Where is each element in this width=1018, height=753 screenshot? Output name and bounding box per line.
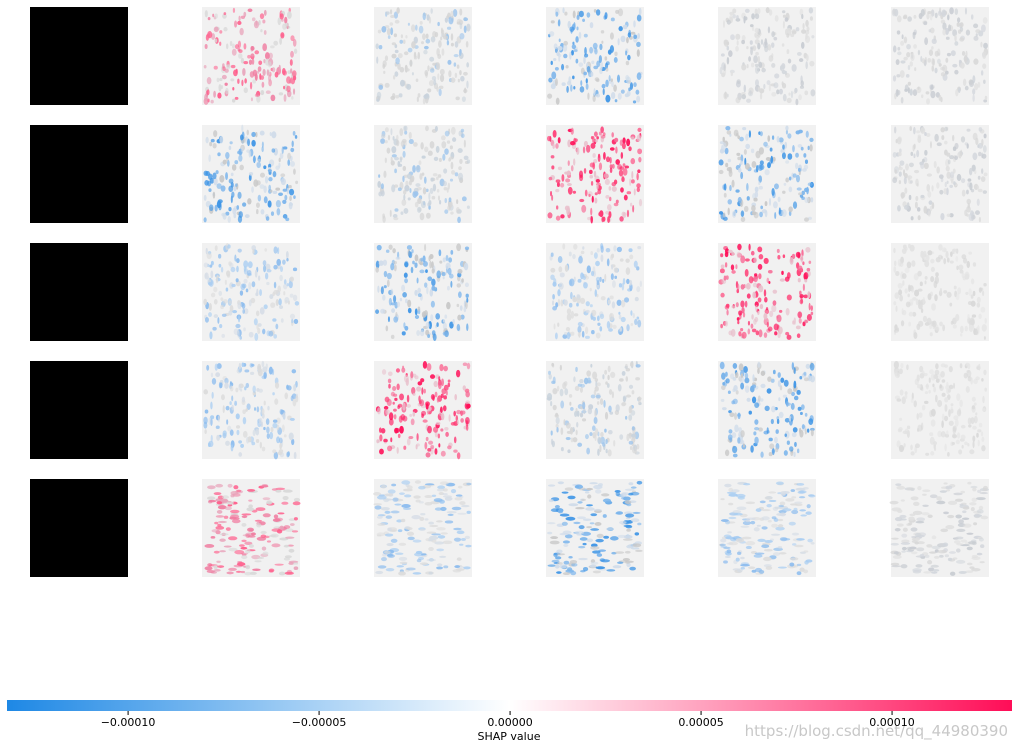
colorbar-tick-label: 0.00000 — [487, 716, 533, 729]
image-grid — [30, 7, 989, 577]
image-cell — [374, 7, 472, 105]
image-cell — [546, 7, 644, 105]
image-cell — [718, 361, 816, 459]
image-cell — [30, 361, 128, 459]
image-cell — [546, 479, 644, 577]
image-cell — [890, 479, 989, 577]
colorbar-tick-label: −0.00010 — [101, 716, 156, 729]
image-cell — [30, 243, 128, 341]
colorbar — [7, 700, 1012, 711]
colorbar-tick-label: 0.00010 — [869, 716, 915, 729]
image-cell — [30, 125, 128, 223]
image-cell — [546, 243, 644, 341]
image-cell — [373, 479, 472, 577]
image-cell — [546, 125, 644, 223]
image-cell — [202, 7, 300, 105]
image-cell — [202, 125, 300, 223]
image-cell — [374, 125, 472, 223]
image-cell — [891, 361, 989, 459]
colorbar-tick-label: 0.00005 — [678, 716, 724, 729]
image-cell — [891, 243, 989, 341]
colorbar-tick-label: −0.00005 — [292, 716, 347, 729]
image-cell — [30, 7, 128, 105]
image-cell — [374, 361, 472, 459]
image-cell — [718, 479, 816, 577]
image-cell — [718, 243, 816, 341]
colorbar-label: SHAP value — [478, 730, 541, 743]
image-cell — [374, 243, 472, 341]
image-cell — [30, 479, 128, 577]
image-cell — [891, 7, 989, 105]
image-cell — [718, 125, 816, 223]
image-cell — [202, 479, 301, 577]
image-cell — [202, 243, 300, 341]
image-cell — [718, 7, 816, 105]
image-cell — [202, 361, 300, 459]
image-cell — [546, 361, 644, 459]
image-cell — [891, 125, 989, 223]
